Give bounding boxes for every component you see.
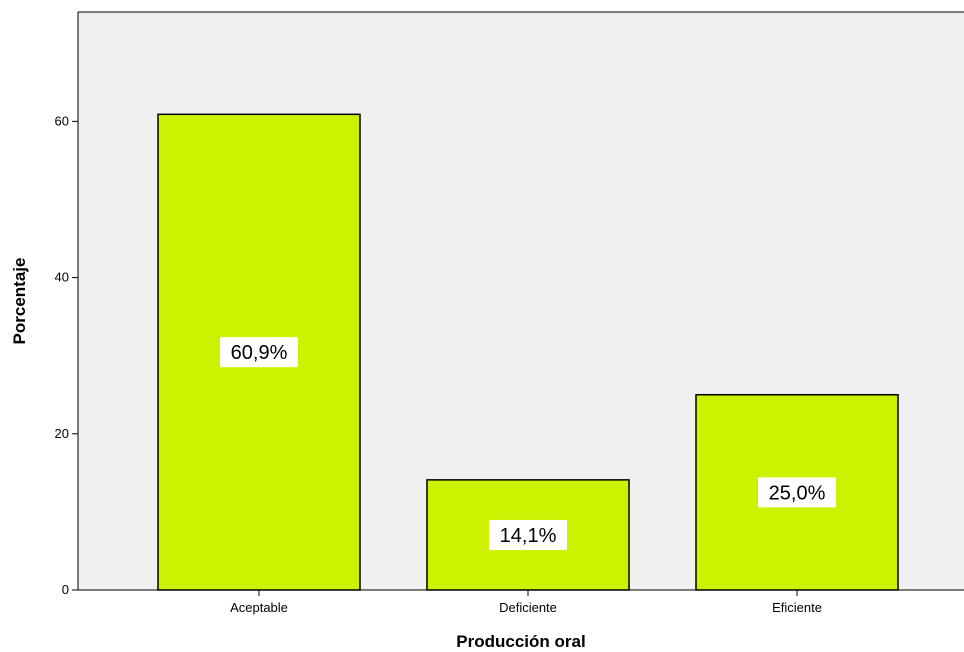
y-tick-label: 0 xyxy=(62,582,69,597)
data-label-box xyxy=(758,477,836,508)
data-label-box xyxy=(489,519,567,550)
x-tick-label: Deficiente xyxy=(499,600,557,615)
data-label-box xyxy=(220,337,298,368)
data-label-deficiente: 14,1% xyxy=(489,519,567,550)
y-axis-title: Porcentaje xyxy=(10,258,29,345)
data-label-aceptable: 60,9% xyxy=(220,337,298,368)
data-label-text: 25,0% xyxy=(769,482,826,504)
y-tick-label: 60 xyxy=(55,113,69,128)
data-labels-layer: 60,9% 14,1% 25,0% xyxy=(220,337,836,550)
data-label-text: 60,9% xyxy=(231,342,288,364)
x-tick-label: Aceptable xyxy=(230,600,288,615)
data-label-text: 14,1% xyxy=(500,525,557,547)
x-tick-label: Eficiente xyxy=(772,600,822,615)
y-tick-label: 40 xyxy=(55,270,69,285)
bars-layer xyxy=(157,113,899,591)
x-axis-title: Producción oral xyxy=(456,632,585,651)
axes-layer: 0 20 40 60 Aceptable Deficiente Eficiente xyxy=(55,11,964,615)
y-tick-label: 20 xyxy=(55,426,69,441)
data-label-eficiente: 25,0% xyxy=(758,477,836,508)
